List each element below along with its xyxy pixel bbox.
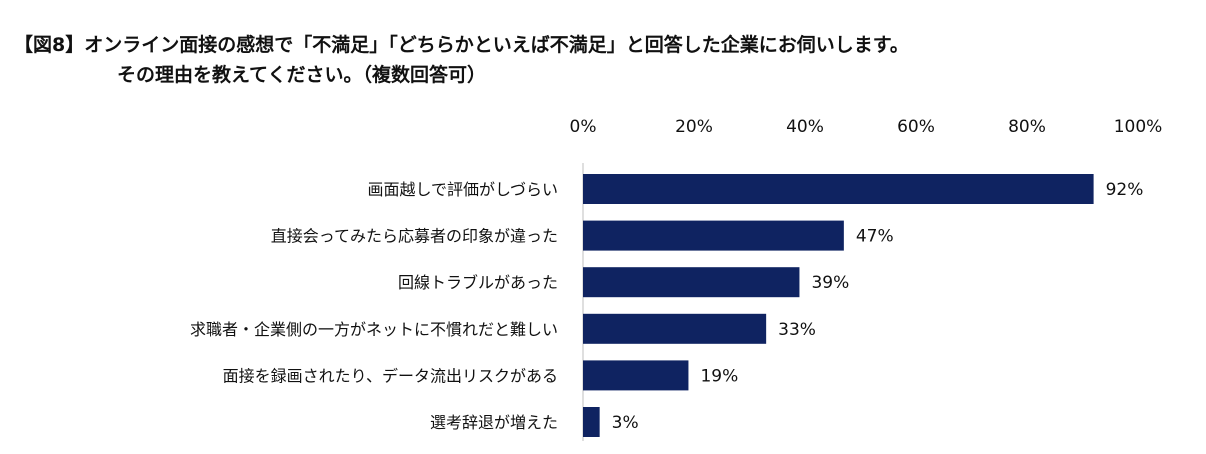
- chart-title-line-2: その理由を教えてください。（複数回答可）: [117, 64, 486, 86]
- bar: [583, 360, 689, 391]
- data-label: 39%: [811, 273, 849, 293]
- data-label: 3%: [612, 413, 639, 433]
- bar: [583, 267, 800, 298]
- data-label: 92%: [1106, 180, 1144, 200]
- data-label: 19%: [700, 366, 738, 386]
- bar: [583, 174, 1094, 204]
- chart-title-line-1: 【図8】オンライン面接の感想で「不満足」「どちらかといえば不満足」と回答した企業…: [14, 34, 909, 56]
- data-label: 33%: [778, 320, 816, 340]
- category-label: 求職者・企業側の一方がネットに不慣れだと難しい: [190, 320, 558, 339]
- x-tick-label: 0%: [570, 117, 597, 137]
- data-label: 47%: [856, 227, 894, 247]
- category-label: 面接を録画されたり、データ流出リスクがある: [223, 366, 558, 385]
- category-label: 直接会ってみたら応募者の印象が違った: [271, 227, 558, 246]
- bar: [583, 407, 600, 437]
- category-label: 画面越しで評価がしづらい: [367, 180, 558, 199]
- bar: [583, 220, 844, 251]
- x-tick-label: 80%: [1008, 117, 1046, 137]
- x-tick-label: 100%: [1114, 117, 1163, 137]
- bar: [583, 313, 767, 344]
- x-tick-label: 20%: [675, 117, 713, 137]
- chart-title: 【図8】オンライン面接の感想で「不満足」「どちらかといえば不満足」と回答した企業…: [14, 30, 909, 90]
- x-tick-label: 60%: [897, 117, 935, 137]
- category-label: 選考辞退が増えた: [430, 413, 558, 432]
- x-tick-label: 40%: [786, 117, 824, 137]
- category-label: 回線トラブルがあった: [398, 273, 558, 292]
